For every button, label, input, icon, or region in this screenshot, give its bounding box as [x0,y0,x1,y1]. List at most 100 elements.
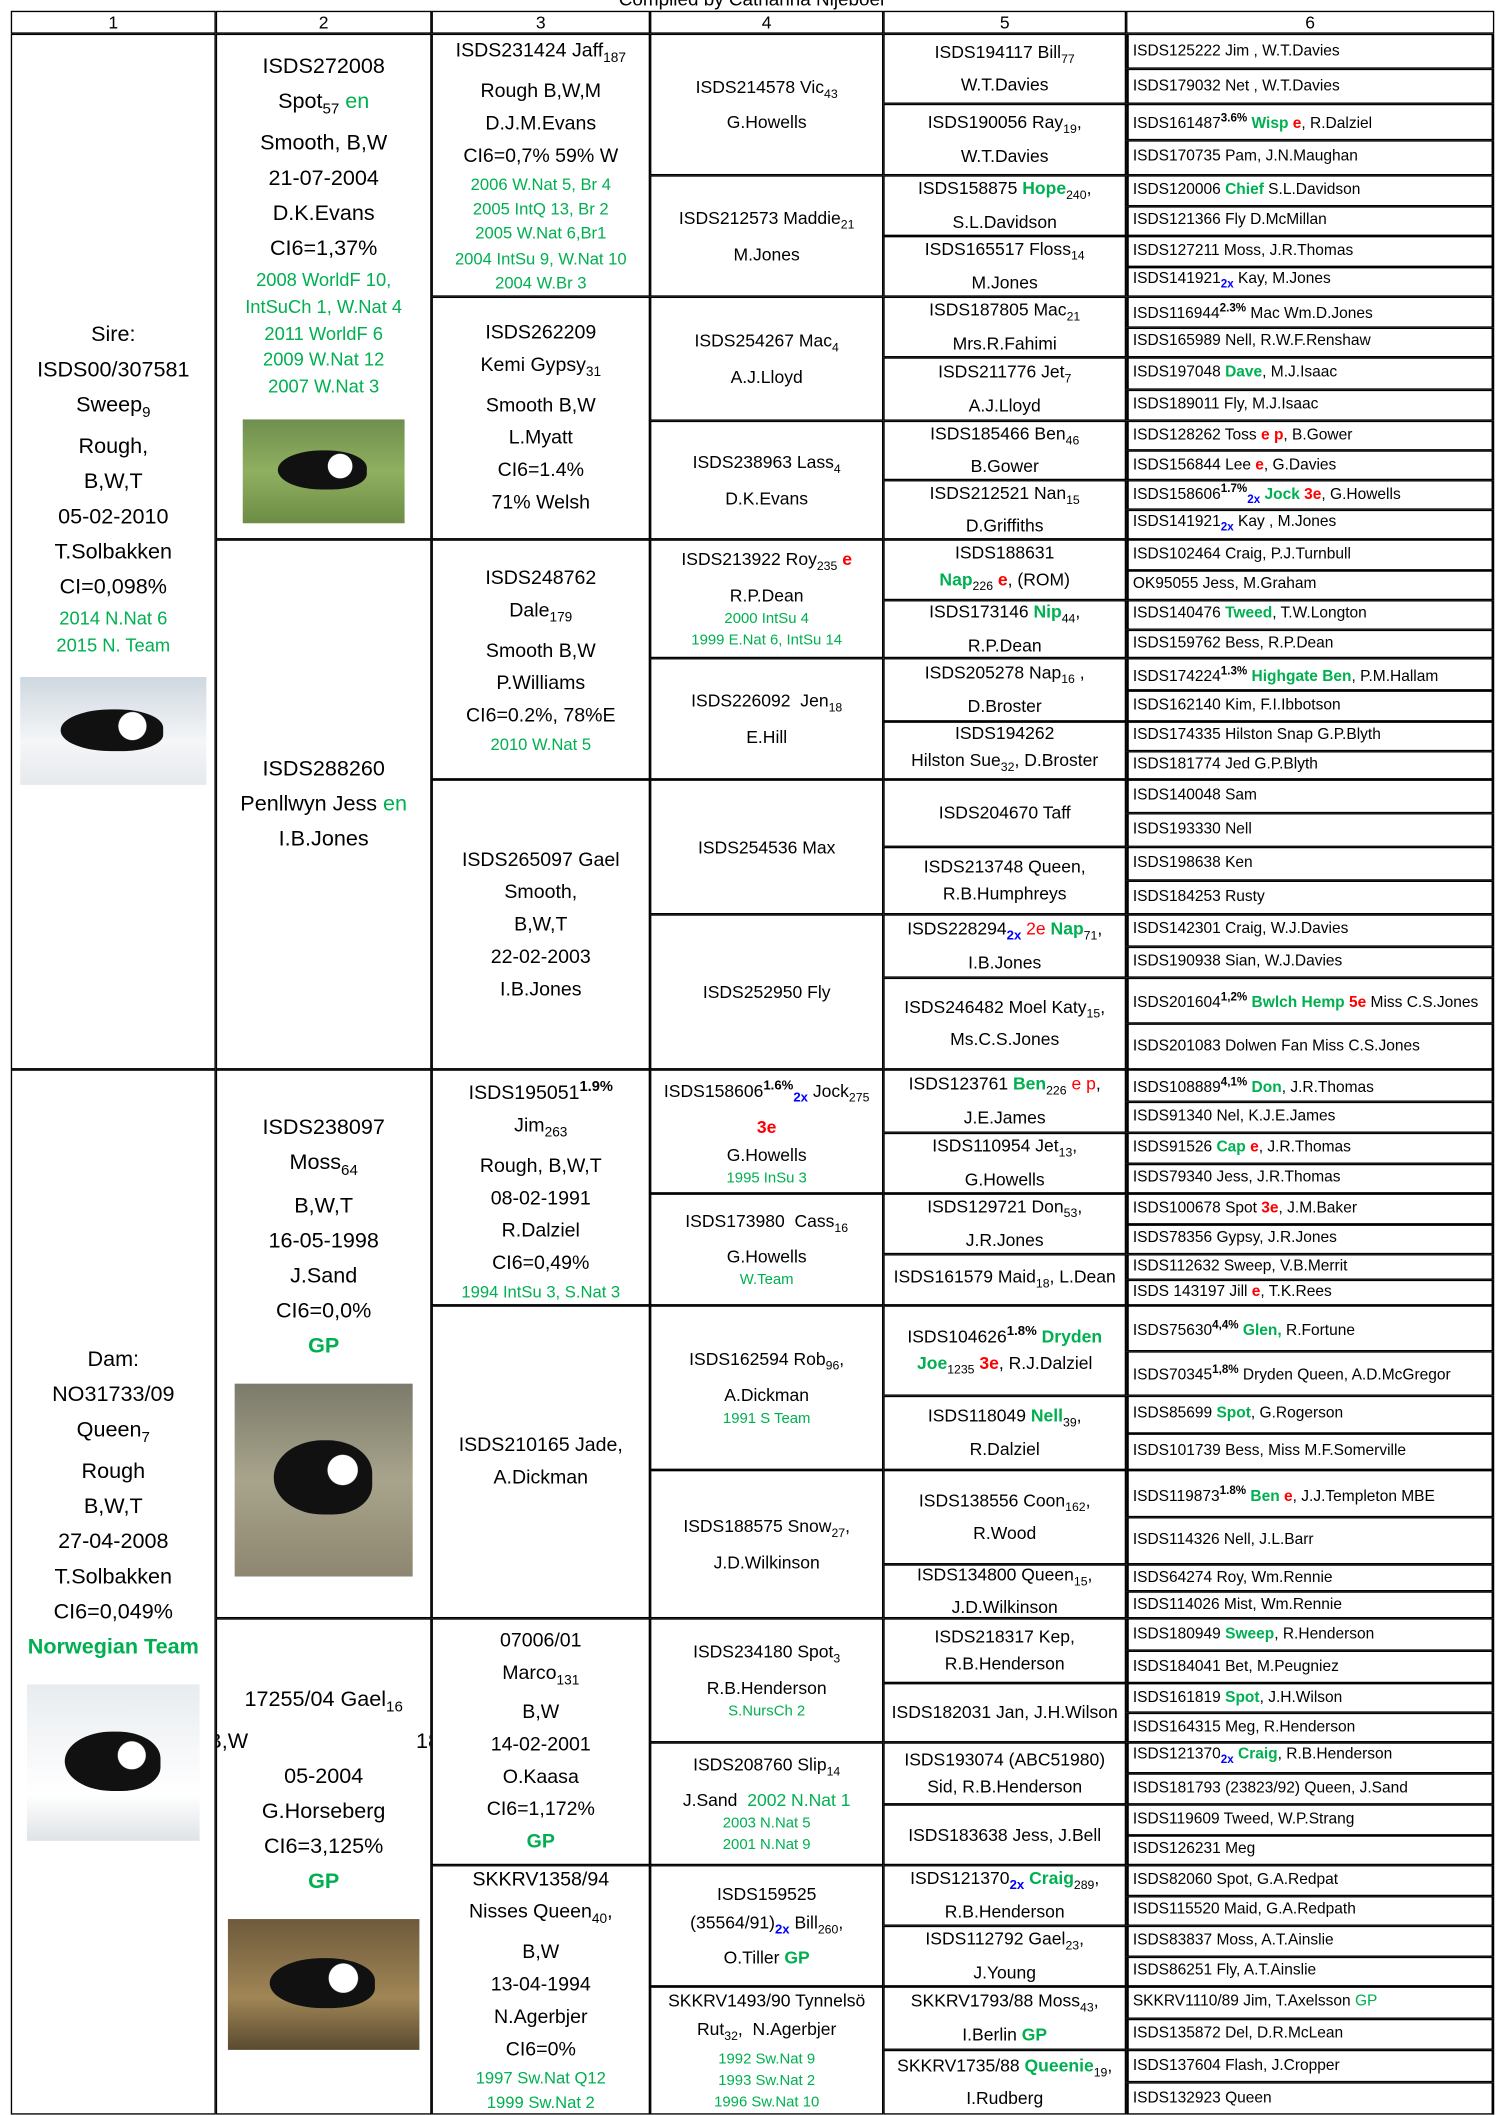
text-segment: ISDS246482 Moel Katy [904,996,1087,1017]
pedigree-cell: ISDS137604 Flash, J.Cropper [1126,2049,1495,2083]
text-line: ISDS173980 Cass16 [685,1207,848,1243]
text-segment: 2014 N.Nat 6 [59,607,168,629]
text-line: ISDS190938 Sian, W.J.Davies [1132,953,1343,970]
text-segment: O.Tiller [723,1947,785,1969]
text-segment: 1999 Sw.Nat 2 [486,2093,595,2113]
text-line: 14-02-2001 [490,1734,591,1757]
text-line: 2015 N. Team [56,632,170,659]
text-line: B.Gower [970,456,1039,477]
text-line: ISDS156844 Lee e, G.Davies [1133,457,1336,475]
pedigree-cell: ISDS194117 Bill77 W.T.Davies [883,33,1127,104]
text-segment: 2x [1006,928,1022,944]
text-segment: Spot [278,90,323,114]
text-segment: , [1097,917,1103,939]
text-line: ISDS142301 Craig, W.J.Davies [1132,921,1349,938]
text-segment: 2006 W.Nat 5, Br 4 [470,175,611,195]
text-segment: e [1279,1488,1293,1505]
text-line: ISDS86251 Fly, A.T.Ainslie [1132,1962,1317,1979]
text-segment: ISDS205278 Nap [924,662,1062,683]
text-segment: , L.Dean [1049,1265,1116,1287]
text-segment: , R.J.Dalziel [998,1352,1093,1373]
text-line: R.P.Dean [729,585,804,606]
text-segment: 64 [341,1163,358,1180]
pedigree-cell: ISDS1213702x Craig289, R.B.Henderson [883,1865,1127,1926]
pedigree-cell: ISDS2016041,2% Bwlch Hemp 5e Miss C.S.Jo… [1126,977,1495,1024]
text-line: B,W [522,1702,560,1725]
text-segment: , [1079,1928,1085,1950]
text-segment: 289 [1073,1877,1095,1892]
pedigree-cell: ISDS246482 Moel Katy15, Ms.C.S.Jones [883,977,1127,1070]
text-line: ISDS1419212x Kay, M.Jones [1133,271,1331,293]
text-line: ISDS119609 Tweed, W.P.Strang [1132,1810,1355,1828]
text-segment: , [607,1901,613,1924]
text-line: B,W [522,1942,560,1964]
text-segment: 32 [724,2028,738,2043]
text-line: 2005 W.Nat 6,Br1 [475,222,606,247]
text-line: S.NursCh 2 [728,1702,805,1724]
text-segment: 18 [828,700,843,715]
text-line: ISDS120006 Chief S.L.Davidson [1133,182,1361,200]
text-segment: 13 [1058,1146,1073,1160]
text-line: G.Horseberg [261,1800,386,1824]
text-segment: 46 [1065,433,1080,447]
text-segment: 19 [1093,2065,1108,2079]
text-segment: Rut [696,2018,725,2039]
text-segment: GP [1021,2023,1048,2045]
text-line: Smooth B,W [485,395,596,417]
text-line: CI6=1.4% [497,459,585,482]
text-segment: SKKRV1735/88 [897,2054,1025,2076]
pedigree-cell: ISDS180949 Sweep, R.Henderson [1126,1618,1495,1651]
photo [20,677,207,786]
text-segment: , [1074,662,1085,683]
text-line: ISDS1419212x Kay , M.Jones [1133,514,1336,536]
text-line: ISDS137604 Flash, J.Cropper [1132,2057,1340,2074]
text-line: ISDS101739 Bess, Miss M.F.Somerville [1132,1442,1407,1459]
pedigree-cell: ISDS183638 Jess, J.Bell [883,1804,1127,1866]
text-segment: S.NursCh 2 [728,1703,806,1720]
text-segment: 2010 W.Nat 5 [490,734,592,754]
text-line: ISDS127211 Moss, J.R.Thomas [1132,242,1354,259]
text-segment: Kay , M.Jones [1233,513,1337,530]
text-line: ISDS252950 Fly [702,981,831,1003]
text-segment: 4 [833,462,841,476]
text-segment: W.Team [739,1272,794,1289]
pedigree-cell: ISDS142301 Craig, W.J.Davies [1126,914,1495,947]
text-line: 2006 W.Nat 5, Br 4 [471,172,611,197]
text-segment: 43 [824,86,838,101]
text-segment: ISDS141921 [1132,270,1221,287]
text-segment: ISDS121370 [910,1867,1010,1888]
pedigree-cell: ISDS91526 Cap e, J.R.Thomas [1126,1132,1495,1164]
text-segment: e [1255,456,1264,473]
text-segment: 1991 S Team [722,1410,811,1427]
pedigree-cell: ISDS190056 Ray19, W.T.Davies [883,103,1127,176]
text-segment: , [1075,601,1081,622]
text-line: R.B.Humphreys [942,883,1067,904]
text-segment: 3e [756,1116,777,1137]
text-line: ISDS85699 Spot, G.Rogerson [1133,1406,1343,1424]
text-line: ISDS112792 Gael23, [925,1927,1085,1959]
text-line: CI6=0,0% [275,1299,372,1323]
photo-dog [270,1958,376,2009]
pedigree-cell: ISDS254267 Mac4 A.J.Lloyd [650,296,884,421]
text-line: ISDS231424 Jaff187 [456,35,626,75]
text-line: ISDS214578 Vic43 [696,72,838,108]
text-line: ISDS1950511.9% [469,1071,613,1110]
text-line: Rough [81,1460,146,1484]
pedigree-cell: ISDS179032 Net , W.T.Davies [1126,68,1495,104]
text-segment: 1,2% [1220,989,1248,1004]
text-segment: Ben [1012,1073,1047,1094]
pedigree-cell: Dam: NO31733/09 Queen7 Rough B,W,T 27-04-2008… [10,1069,216,2115]
text-line: ISDS188631 [954,542,1055,563]
pedigree-cell: ISDS128262 Toss e p, B.Gower [1126,420,1495,451]
text-segment: 53 [1063,1206,1078,1221]
text-segment: Spot [1225,1689,1260,1706]
text-line: Sire: [91,323,136,347]
text-segment: Dryden [1036,1325,1103,1346]
text-line: ISDS205278 Nap16 , [925,660,1085,693]
text-line: ISDS703451,8% Dryden Queen, A.D.McGregor [1133,1361,1451,1385]
text-segment: Hope [1022,178,1067,199]
text-line: ISDS213748 Queen, [923,856,1086,877]
text-line: ISDS78356 Gypsy, J.R.Jones [1132,1230,1337,1247]
text-line: Moss64 [289,1147,357,1189]
text-segment: , [1107,2054,1113,2076]
